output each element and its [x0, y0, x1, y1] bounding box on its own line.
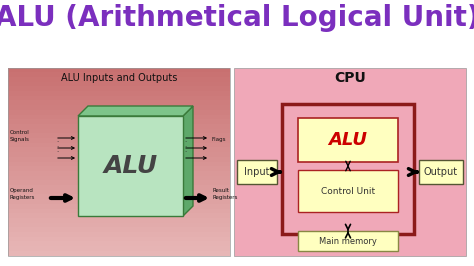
Bar	[8, 68, 230, 73]
Bar	[8, 185, 230, 190]
Text: Control: Control	[10, 130, 30, 135]
FancyBboxPatch shape	[234, 68, 466, 256]
Bar	[8, 105, 230, 110]
Bar	[8, 242, 230, 247]
Bar	[8, 190, 230, 195]
Bar	[8, 82, 230, 87]
Bar	[8, 237, 230, 242]
Text: CPU: CPU	[334, 71, 366, 85]
Bar	[8, 96, 230, 101]
FancyBboxPatch shape	[298, 231, 398, 251]
Bar	[8, 166, 230, 171]
Bar	[8, 218, 230, 223]
Text: ·
·
·: · · ·	[184, 139, 186, 155]
Text: Output: Output	[424, 167, 458, 177]
Bar	[8, 204, 230, 209]
Bar	[8, 209, 230, 214]
Text: ALU (Arithmetical Logical Unit): ALU (Arithmetical Logical Unit)	[0, 4, 474, 32]
Text: Signals: Signals	[10, 137, 30, 142]
Text: Registers: Registers	[213, 195, 238, 200]
Polygon shape	[78, 106, 193, 116]
Bar	[8, 133, 230, 139]
Bar	[8, 72, 230, 77]
Bar	[8, 77, 230, 82]
Bar	[8, 124, 230, 129]
Polygon shape	[183, 106, 193, 216]
FancyBboxPatch shape	[419, 160, 463, 184]
Text: Result: Result	[213, 188, 230, 193]
Bar	[8, 86, 230, 92]
Bar	[8, 223, 230, 228]
Bar	[8, 114, 230, 120]
Text: Input: Input	[244, 167, 270, 177]
Bar	[8, 194, 230, 200]
Bar	[8, 171, 230, 176]
Bar	[8, 180, 230, 185]
Bar	[8, 110, 230, 115]
Bar	[8, 213, 230, 218]
Bar	[8, 91, 230, 96]
FancyBboxPatch shape	[78, 116, 183, 216]
Bar	[8, 161, 230, 167]
Bar	[8, 157, 230, 162]
Text: Registers: Registers	[10, 195, 36, 200]
Bar	[8, 119, 230, 124]
Bar	[8, 128, 230, 134]
FancyBboxPatch shape	[282, 104, 414, 234]
Text: Operand: Operand	[10, 188, 34, 193]
Bar	[8, 232, 230, 237]
Text: ALU: ALU	[328, 131, 367, 149]
Bar	[8, 138, 230, 143]
Bar	[8, 176, 230, 181]
Text: ALU Inputs and Outputs: ALU Inputs and Outputs	[61, 73, 177, 83]
Bar	[8, 100, 230, 106]
Bar	[8, 227, 230, 232]
FancyBboxPatch shape	[298, 170, 398, 212]
FancyBboxPatch shape	[298, 118, 398, 162]
Bar	[8, 152, 230, 157]
Text: ·
·
·: · · ·	[56, 139, 58, 155]
Bar	[8, 246, 230, 251]
Bar	[8, 251, 230, 256]
Text: Control Unit: Control Unit	[321, 186, 375, 196]
Text: Main memory: Main memory	[319, 236, 377, 246]
Text: Flags: Flags	[212, 136, 227, 142]
Text: ALU: ALU	[103, 154, 157, 178]
FancyBboxPatch shape	[237, 160, 277, 184]
Bar	[8, 199, 230, 204]
Bar	[8, 143, 230, 148]
Bar	[8, 147, 230, 153]
